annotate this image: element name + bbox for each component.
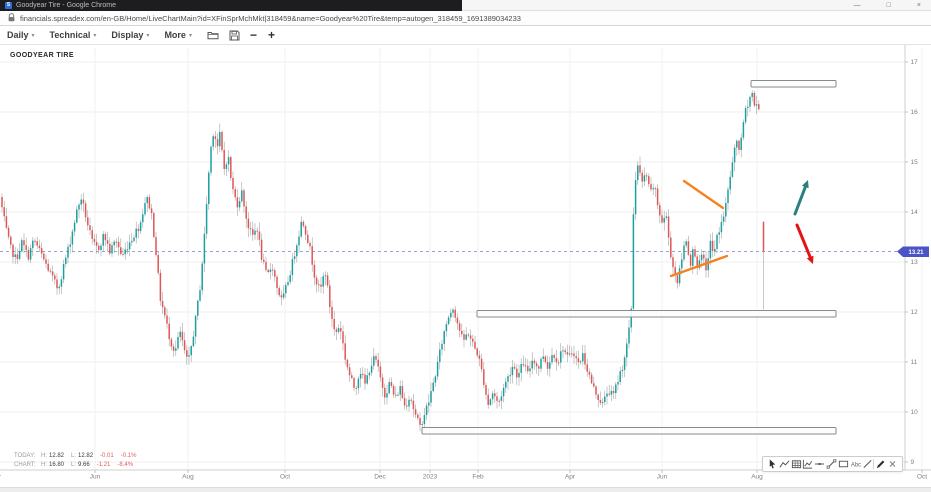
today-change-pct: -0.1% — [120, 453, 137, 459]
svg-text:Abc: Abc — [851, 462, 861, 468]
trendline-annotation[interactable] — [682, 179, 725, 210]
menu-daily-label: Daily — [7, 30, 29, 40]
price-chart[interactable]: 17 16 15 14 13 12 11 10 9 Apr Jun Aug Oct Dec 2023 Feb A… — [0, 45, 931, 492]
today-high: 12.82 — [49, 453, 65, 459]
price-tick-label: 13 — [911, 259, 919, 266]
zoom-out-button[interactable]: − — [249, 28, 257, 42]
scrollbar-strip[interactable] — [0, 487, 931, 492]
chevron-down-icon: ▾ — [188, 32, 192, 39]
menu-daily[interactable]: Daily ▾ — [7, 30, 35, 40]
trendline-annotation[interactable] — [669, 254, 729, 278]
price-tick-label: 10 — [911, 409, 919, 416]
chart-stats-row: CHART: H: 16.80 L: 9.66 -1.21 -8.4% — [14, 462, 134, 468]
trend-line-icon[interactable] — [826, 458, 837, 471]
price-tick-label: 14 — [911, 209, 919, 216]
text-icon[interactable]: Abc — [850, 458, 861, 471]
today-change: -0.01 — [100, 453, 114, 459]
chart-change-pct: -8.4% — [117, 462, 134, 468]
titlebar-dark-segment: S Goodyear Tire - Google Chrome — [0, 0, 462, 11]
down-arrow-annotation[interactable] — [795, 223, 814, 264]
chart-high: 16.80 — [49, 462, 65, 468]
zoom-in-button[interactable]: + — [267, 28, 275, 42]
candlestick-series — [1, 90, 765, 432]
menu-technical[interactable]: Technical ▾ — [50, 30, 97, 40]
chevron-down-icon: ▾ — [146, 32, 150, 39]
date-tick-label: Aug — [751, 474, 763, 481]
close-icon[interactable] — [887, 458, 898, 471]
chart-change: -1.21 — [96, 462, 111, 468]
date-tick-label: 2023 — [423, 474, 438, 481]
price-tick-label: 11 — [911, 359, 918, 366]
polyline-icon[interactable] — [779, 458, 790, 471]
open-folder-icon[interactable] — [207, 30, 219, 40]
chart-toolbar: Daily ▾ Technical ▾ Display ▾ More ▾ − + — [0, 26, 931, 45]
date-tick-label: Feb — [472, 474, 484, 481]
lock-icon — [8, 9, 15, 27]
rectangle-icon[interactable] — [838, 458, 849, 471]
price-tick-label: 17 — [911, 59, 919, 66]
price-stats: TODAY: H: 12.82 L: 12.82 -0.01 -0.1% CHA… — [14, 452, 143, 470]
url-text[interactable]: financials.spreadex.com/en-GB/Home/LiveC… — [20, 13, 521, 23]
chevron-down-icon: ▾ — [31, 32, 35, 39]
window-titlebar: S Goodyear Tire - Google Chrome — □ × — [0, 0, 931, 11]
price-tick-label: 15 — [911, 159, 919, 166]
pencil-icon[interactable] — [875, 458, 886, 471]
address-bar[interactable]: financials.spreadex.com/en-GB/Home/LiveC… — [0, 11, 931, 26]
up-arrow-annotation[interactable] — [793, 180, 809, 216]
menu-display-label: Display — [111, 30, 144, 40]
chart-lines-icon[interactable] — [802, 458, 813, 471]
resistance-box-annotation[interactable] — [421, 427, 837, 435]
date-tick-label: Oct — [280, 474, 290, 481]
price-tick-label: 9 — [911, 459, 915, 466]
grid-icon[interactable] — [791, 458, 802, 471]
today-low: 12.82 — [78, 453, 94, 459]
date-tick-label: Oct — [917, 474, 927, 481]
gridlines — [0, 48, 923, 470]
save-icon[interactable] — [229, 30, 240, 41]
instrument-name: GOODYEAR TIRE — [10, 52, 74, 59]
date-tick-label: Apr — [0, 474, 2, 481]
resistance-box-annotation[interactable] — [476, 310, 837, 318]
menu-more[interactable]: More ▾ — [164, 30, 192, 40]
svg-text:13.21: 13.21 — [908, 250, 924, 256]
drawing-toolbar: Abc — [762, 456, 903, 472]
toolbar-separator — [873, 459, 875, 469]
pointer-icon[interactable] — [767, 458, 778, 471]
chart-label: CHART: — [14, 462, 36, 468]
date-tick-label: Jun — [657, 474, 668, 481]
close-button[interactable]: × — [916, 2, 921, 9]
minimize-button[interactable]: — — [853, 2, 861, 9]
menu-technical-label: Technical — [49, 30, 91, 40]
resistance-box-annotation[interactable] — [750, 80, 837, 88]
date-tick-label: Aug — [182, 474, 194, 481]
date-tick-label: Apr — [565, 474, 576, 481]
date-tick-label: Dec — [374, 474, 386, 481]
chart-low: 9.66 — [78, 462, 90, 468]
today-stats-row: TODAY: H: 12.82 L: 12.82 -0.01 -0.1% — [14, 453, 137, 459]
maximize-button[interactable]: □ — [886, 2, 891, 9]
price-tick-label: 16 — [911, 109, 919, 116]
today-label: TODAY: — [14, 453, 36, 459]
chevron-down-icon: ▾ — [93, 32, 97, 39]
menu-display[interactable]: Display ▾ — [111, 30, 149, 40]
window-title: Goodyear Tire - Google Chrome — [16, 2, 116, 9]
spreadex-favicon: S — [5, 2, 12, 9]
menu-more-label: More — [164, 30, 186, 40]
date-tick-label: Jun — [90, 474, 101, 481]
line-icon[interactable] — [862, 458, 873, 471]
horizontal-line-icon[interactable] — [814, 458, 825, 471]
last-price-tag: 13.21 — [897, 246, 929, 257]
price-tick-label: 12 — [911, 309, 919, 316]
